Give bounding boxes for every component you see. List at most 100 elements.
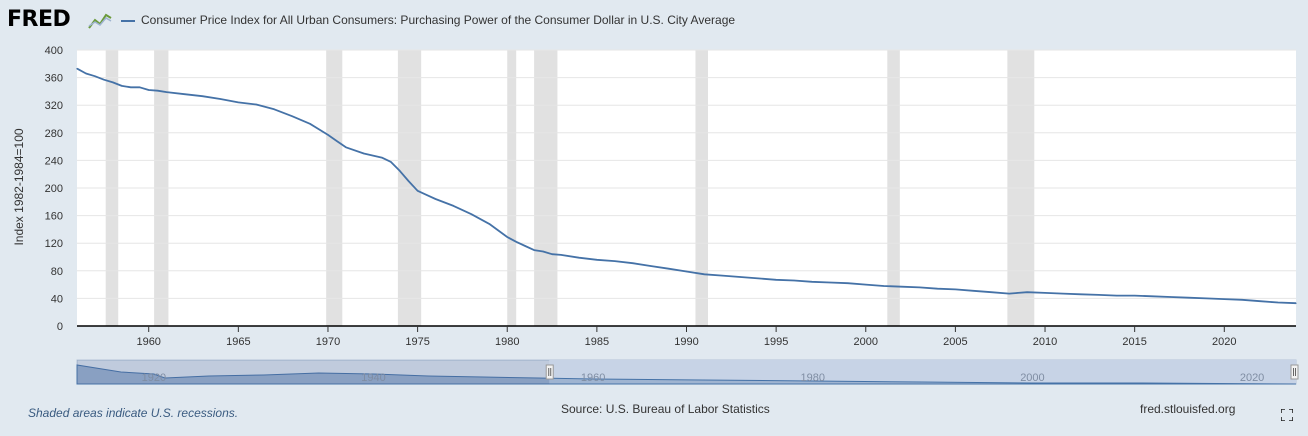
navigator-handle[interactable] (1290, 364, 1299, 380)
data-point (219, 98, 222, 100)
data-point (533, 249, 535, 251)
data-point (1008, 292, 1010, 295)
x-tick-label: 2000 (854, 336, 878, 348)
data-point (1169, 296, 1172, 298)
navigator-handle[interactable] (545, 364, 554, 380)
data-point (811, 281, 813, 283)
y-tick-label: 120 (45, 238, 63, 250)
data-point (1098, 294, 1100, 296)
data-point (632, 262, 634, 264)
data-point (76, 68, 78, 70)
y-tick-label: 40 (51, 293, 63, 305)
data-point (551, 253, 553, 255)
data-point (1241, 299, 1243, 301)
navigator-axis-label: 1960 (581, 372, 605, 384)
data-point (121, 85, 123, 87)
data-point (739, 276, 741, 278)
data-point (94, 75, 96, 77)
data-point (703, 273, 706, 275)
navigator-axis-label: 2020 (1240, 372, 1264, 384)
recession-note: Shaded areas indicate U.S. recessions. (28, 406, 239, 420)
data-point (139, 86, 141, 88)
data-point (667, 268, 670, 270)
data-point (255, 103, 257, 106)
data-point (596, 259, 598, 261)
data-point (470, 213, 472, 215)
data-point (381, 157, 383, 159)
data-point (757, 277, 759, 279)
series-title[interactable]: Consumer Price Index for All Urban Consu… (141, 13, 736, 27)
x-tick-label: 1985 (585, 336, 609, 348)
x-tick-label: 2020 (1212, 336, 1236, 348)
data-point (363, 152, 365, 155)
navigator-axis-label: 2000 (1020, 372, 1044, 384)
data-point (1017, 292, 1019, 294)
y-tick-label: 280 (45, 128, 63, 140)
data-point (936, 288, 939, 290)
navigator-axis-label: 1980 (801, 372, 825, 384)
data-point (390, 161, 392, 163)
data-point (560, 254, 562, 256)
x-tick-label: 1995 (764, 336, 788, 348)
series-line[interactable] (76, 67, 1297, 305)
data-point (542, 250, 544, 253)
navigator-axis-label: 1920 (142, 372, 166, 384)
data-point (524, 245, 526, 247)
x-tick-label: 2005 (943, 336, 967, 348)
data-point (327, 134, 329, 136)
data-point (793, 279, 795, 282)
data-point (157, 90, 159, 92)
data-point (847, 282, 849, 284)
data-point (273, 108, 275, 110)
data-point (506, 236, 508, 238)
data-point (1187, 297, 1190, 299)
data-point (515, 241, 517, 243)
y-tick-label: 0 (57, 321, 63, 333)
data-point (883, 285, 885, 287)
data-point (112, 81, 114, 84)
x-tick-label: 1960 (136, 336, 160, 348)
data-point (1062, 292, 1064, 295)
fred-logo[interactable]: FRED (7, 7, 71, 32)
data-point (990, 291, 992, 293)
data-point (201, 95, 204, 97)
x-tick-label: 1980 (495, 336, 519, 348)
data-point (417, 190, 419, 192)
navigator-mask (77, 360, 550, 384)
fred-logo-chart-icon[interactable] (88, 10, 112, 30)
data-point (614, 260, 616, 262)
data-point (1277, 301, 1279, 304)
data-point (1295, 302, 1297, 304)
data-point (103, 79, 105, 81)
navigator-overview (76, 364, 1297, 385)
y-tick-label: 240 (45, 155, 63, 167)
data-point (721, 275, 723, 277)
data-point (1223, 298, 1225, 300)
y-tick-label: 400 (45, 45, 63, 57)
header: FRED Consumer Price Index for All Urban … (0, 0, 1308, 44)
data-point (452, 205, 455, 207)
data-point (130, 86, 132, 88)
data-point (488, 223, 490, 225)
legend-swatch (121, 20, 135, 22)
data-point (1080, 293, 1082, 295)
source-text: Source: U.S. Bureau of Labor Statistics (561, 402, 770, 416)
data-point (1044, 292, 1046, 294)
fullscreen-icon[interactable] (1281, 409, 1293, 421)
data-point (399, 170, 401, 172)
data-point (1259, 300, 1261, 302)
site-link[interactable]: fred.stlouisfed.org (1140, 402, 1236, 416)
data-point (650, 265, 652, 267)
data-point (345, 146, 347, 148)
navigator-axis-label: 1940 (361, 372, 385, 384)
data-point (972, 290, 974, 292)
x-tick-label: 2010 (1033, 336, 1057, 348)
data-point (918, 286, 921, 288)
data-point (578, 257, 580, 259)
data-point (85, 72, 87, 75)
data-point (183, 93, 186, 95)
y-tick-label: 360 (45, 73, 63, 85)
data-point (954, 288, 956, 291)
data-point (309, 123, 311, 125)
data-point (1116, 295, 1118, 297)
